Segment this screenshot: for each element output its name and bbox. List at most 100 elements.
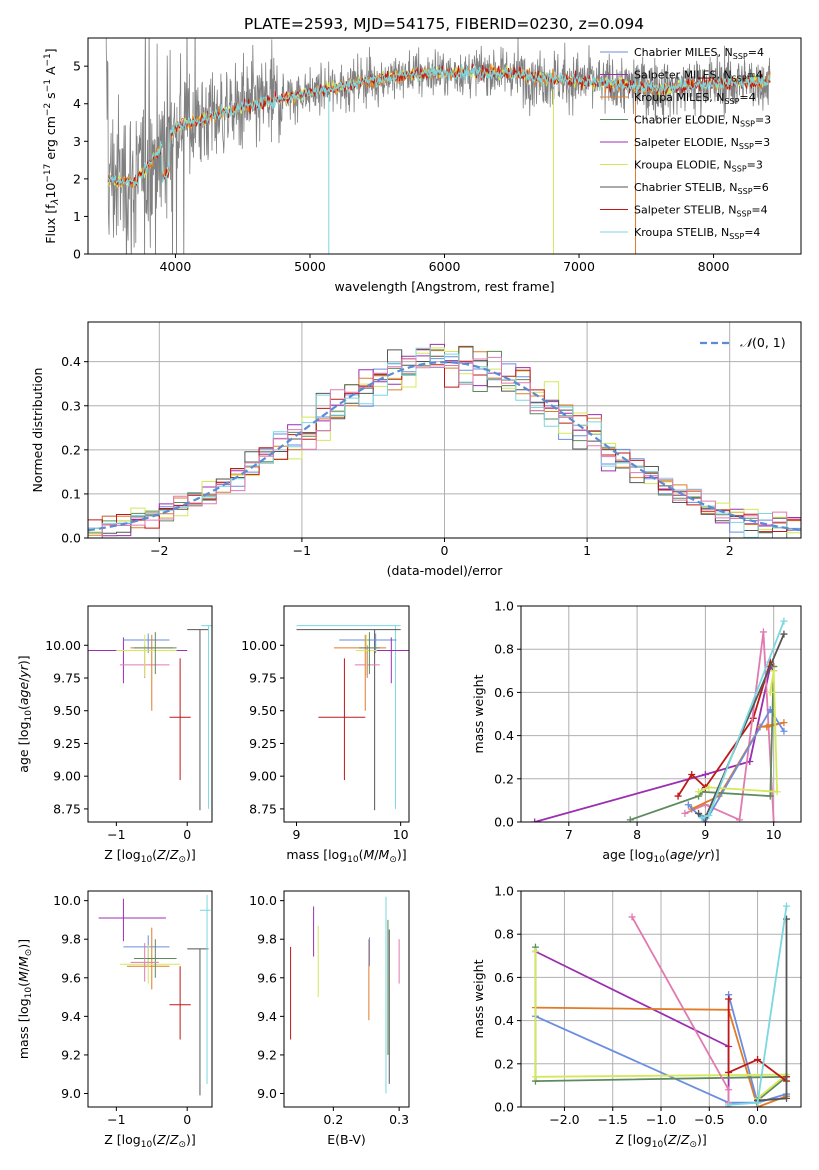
- y-tick-label: 8.75: [249, 801, 277, 816]
- axes: 9 10 8.75 9.00 9.25 9.50 9.75 10.00: [241, 638, 408, 842]
- x-tick-label: −1: [107, 827, 125, 842]
- point-salpeter_miles: [98, 898, 166, 942]
- point-salpeter_stelib: [169, 658, 191, 781]
- hist-kroupa_stelib: [88, 347, 801, 538]
- x-tick-label: 5000: [294, 259, 326, 274]
- y-tick-label: 9.25: [53, 736, 81, 751]
- axes-frame: [87, 605, 213, 823]
- axes: −1 0 9.0 9.2 9.4 9.6 9.8 10.0: [53, 893, 191, 1127]
- x-tick-label: −0.5: [694, 1112, 724, 1127]
- panel-weight_vs_age: 7 8 9 10 0.0 0.2 0.4 0.6 0.8 1.0 age [log10(age/yr…: [471, 599, 802, 865]
- x-tick-label: 7000: [563, 259, 595, 274]
- point-kroupa_miles: [130, 634, 174, 711]
- y-tick-label: 9.50: [53, 703, 81, 718]
- y-tick-label: 9.00: [249, 769, 277, 784]
- x-tick-label: 0: [183, 1112, 191, 1127]
- series-marker: [770, 818, 778, 822]
- legend: Chabrier MILES, NSSP=4 Salpeter MILES, NS…: [600, 46, 771, 241]
- legend-label: Kroupa ELODIE, NSSP=3: [634, 159, 763, 174]
- y-tick-label: 9.4: [257, 1009, 277, 1024]
- plot-area: [521, 606, 801, 822]
- y-tick-label: 10.0: [53, 893, 81, 908]
- series-marker: [766, 688, 774, 696]
- series-marker: [628, 913, 636, 921]
- series-marker: [701, 770, 709, 778]
- y-tick-label: 0: [73, 247, 81, 262]
- x-tick-label: 0: [183, 827, 191, 842]
- legend: 𝒩(0, 1): [700, 335, 786, 350]
- series-marker: [763, 723, 771, 731]
- point-kroupa_miles: [334, 634, 387, 711]
- series-marker: [759, 628, 767, 636]
- point-chabrier_elodie: [134, 632, 177, 675]
- x-tick-label: 0.2: [323, 1112, 343, 1127]
- y-axis-label: mass [log10(M/M⊙)]: [16, 939, 34, 1059]
- series-kroupa_stelib: [725, 902, 791, 1107]
- axes: −2.0 −1.5 −1.0 −0.5 0.0 0.0 0.2 0.4 0.6 0.8 1.0: [494, 884, 767, 1128]
- axes-frame: [87, 37, 802, 255]
- y-tick-label: 0.4: [494, 1013, 514, 1028]
- point-chabrier_elodie: [359, 632, 380, 675]
- point-chabrier_miles: [123, 633, 170, 654]
- y-tick-label: 1.0: [494, 884, 514, 899]
- model-spectrum-salpeter_stelib: [107, 63, 771, 188]
- y-tick-label: 0.8: [494, 927, 514, 942]
- series-marker: [695, 809, 703, 817]
- y-tick-label: 9.8: [257, 932, 277, 947]
- x-axis-label: E(B-V): [327, 1132, 366, 1147]
- series-marker: [780, 630, 788, 638]
- series-marker: [531, 947, 539, 955]
- series-marker: [725, 1068, 733, 1076]
- y-tick-label: 4: [73, 96, 81, 111]
- series-marker: [698, 814, 706, 822]
- point-kroupa_stelib: [296, 625, 401, 809]
- y-tick-label: 9.2: [61, 1047, 81, 1062]
- figure-title: PLATE=2593, MJD=54175, FIBERID=0230, z=0…: [244, 15, 644, 33]
- grid: [521, 606, 801, 822]
- series-line: [534, 951, 790, 1100]
- y-axis-label: mass weight: [471, 959, 486, 1038]
- y-tick-label: 9.75: [249, 671, 277, 686]
- x-axis-label: Z [log10(Z/Z⊙)]: [104, 847, 196, 865]
- series-line: [535, 994, 787, 1104]
- y-tick-label: 1: [73, 209, 81, 224]
- axes-frame: [283, 605, 410, 823]
- y-tick-label: 10.0: [249, 893, 277, 908]
- point-chabrier_elodie: [134, 939, 177, 978]
- y-tick-label: 0.8: [494, 642, 514, 657]
- x-tick-label: 10: [393, 827, 409, 842]
- x-tick-label: −1.5: [598, 1112, 628, 1127]
- x-axis-label: mass [log10(M/M⊙)]: [286, 847, 406, 865]
- point-pink: [130, 943, 159, 982]
- series-marker: [705, 812, 713, 820]
- point-salpeter_miles: [360, 637, 409, 684]
- series-marker: [531, 818, 539, 822]
- series-marker: [725, 1086, 733, 1094]
- y-tick-label: 0.3: [61, 398, 81, 413]
- series-marker: [684, 801, 692, 809]
- y-tick-label: 3: [73, 134, 81, 149]
- plot-area: [88, 625, 212, 811]
- grid: [521, 891, 801, 1107]
- x-axis-label: Z [log10(Z/Z⊙)]: [104, 1132, 196, 1150]
- x-tick-label: 0: [441, 543, 449, 558]
- x-tick-label: 8000: [698, 259, 730, 274]
- series-line: [534, 664, 775, 822]
- y-axis-label: Normed distribution: [30, 368, 45, 493]
- x-axis-label: age [log10(age/yr)]: [602, 847, 719, 865]
- legend-label: Salpeter STELIB, NSSP=4: [634, 204, 768, 219]
- y-tick-label: 0.0: [494, 815, 514, 830]
- x-tick-label: −1.0: [646, 1112, 676, 1127]
- legend-label: Chabrier MILES, NSSP=4: [634, 46, 764, 61]
- point-chabrier_stelib: [296, 629, 401, 811]
- legend-label: Salpeter MILES, NSSP=4: [634, 69, 763, 84]
- series-marker: [770, 667, 778, 675]
- x-tick-label: −2: [150, 543, 168, 558]
- y-tick-label: 0.0: [61, 531, 81, 546]
- y-tick-label: 9.8: [61, 932, 81, 947]
- x-tick-label: 0.3: [389, 1112, 409, 1127]
- point-kroupa_elodie: [119, 945, 181, 984]
- series-marker: [688, 770, 696, 778]
